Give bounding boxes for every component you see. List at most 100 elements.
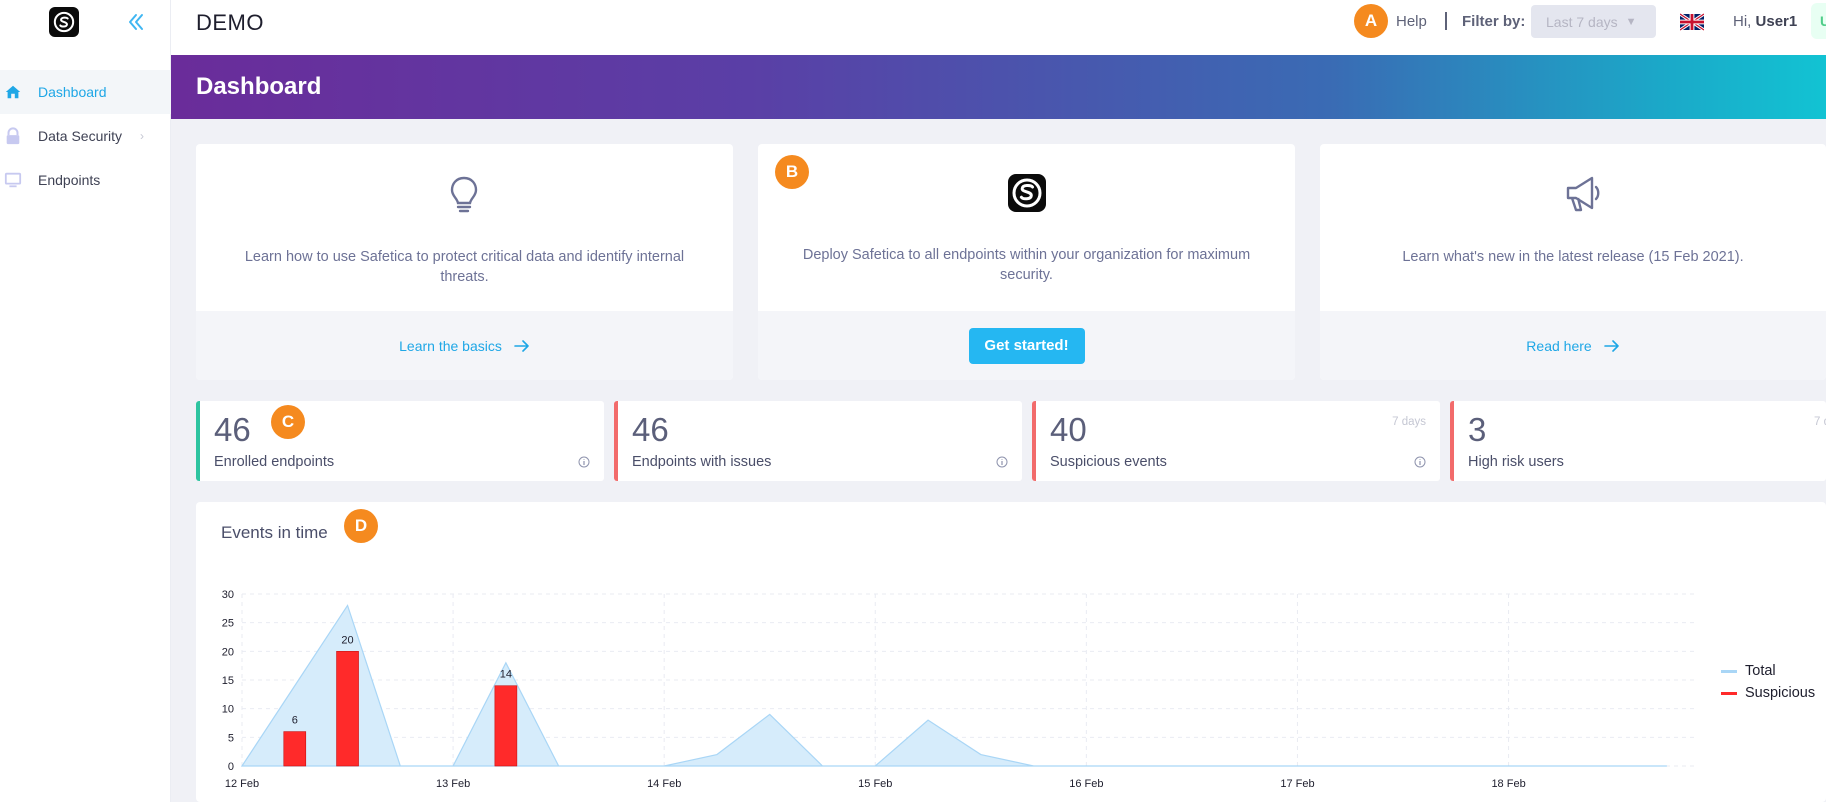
y-tick-label: 5 [228, 732, 234, 744]
card-body: Learn how to use Safetica to protect cri… [196, 144, 733, 311]
uk-flag-icon[interactable] [1679, 12, 1705, 32]
home-icon [4, 83, 22, 101]
total-area-series [240, 604, 1667, 767]
arrow-right-icon [514, 339, 529, 352]
stat-endpoints-with-issues[interactable]: 46 Endpoints with issues [614, 401, 1022, 481]
top-header: DEMO A Help Filter by: Last 7 days ▼ Hi,… [171, 0, 1826, 55]
legend-label: Total [1745, 663, 1776, 679]
stat-high-risk-users[interactable]: 7 d 3 High risk users [1450, 401, 1826, 481]
annotation-marker-b: B [775, 155, 809, 189]
learn-basics-card: Learn how to use Safetica to protect cri… [196, 144, 733, 380]
app-title: DEMO [196, 10, 264, 35]
x-tick-label: 14 Feb [647, 778, 681, 790]
stat-enrolled-endpoints[interactable]: 46 Enrolled endpoints C [196, 401, 604, 481]
monitor-icon [4, 171, 22, 189]
annotation-marker-a: A [1354, 4, 1388, 38]
chart-legend: Total Suspicious [1721, 660, 1815, 704]
info-icon[interactable] [578, 456, 590, 468]
stat-label: Endpoints with issues [632, 454, 772, 470]
sidebar-item-data-security[interactable]: Data Security › [0, 114, 171, 158]
legend-label: Suspicious [1745, 685, 1816, 701]
info-icon[interactable] [996, 456, 1008, 468]
x-tick-label: 15 Feb [858, 778, 892, 790]
chart-title: Events in time [221, 523, 328, 542]
card-footer: Get started! [758, 311, 1295, 380]
sidebar: Dashboard Data Security › Endpoints [0, 0, 171, 802]
x-tick-label: 12 Feb [225, 778, 259, 790]
bar-data-label: 6 [292, 715, 298, 727]
legend-swatch [1721, 669, 1737, 673]
stat-label: Enrolled endpoints [214, 454, 335, 470]
user-avatar[interactable]: U [1811, 3, 1826, 39]
stat-value: 46 [214, 411, 251, 448]
x-tick-label: 16 Feb [1069, 778, 1103, 790]
card-footer: Learn the basics [196, 311, 733, 380]
y-tick-label: 15 [222, 675, 234, 687]
bar-data-label: 20 [341, 634, 353, 646]
y-tick-label: 10 [222, 704, 234, 716]
x-tick-label: 18 Feb [1491, 778, 1525, 790]
get-started-button[interactable]: Get started! [968, 327, 1085, 364]
date-range-value: Last 7 days [1546, 13, 1618, 30]
y-tick-label: 20 [222, 646, 234, 658]
stat-label: High risk users [1468, 454, 1564, 470]
suspicious-bar [494, 685, 518, 767]
stat-label: Suspicious events [1050, 454, 1167, 470]
chevron-right-icon: › [140, 129, 144, 143]
safetica-logo-icon [1004, 170, 1050, 216]
read-here-link[interactable]: Read here [1526, 338, 1619, 354]
page-banner: Dashboard [171, 55, 1826, 119]
legend-item-suspicious[interactable]: Suspicious [1721, 682, 1815, 704]
stat-value: 3 [1468, 411, 1487, 448]
legend-item-total[interactable]: Total [1721, 660, 1815, 682]
page-title: Dashboard [196, 73, 322, 100]
annotation-marker-d: D [344, 509, 378, 543]
user-name: User1 [1755, 13, 1798, 30]
suspicious-bar [283, 731, 307, 767]
stat-accent-bar [1032, 401, 1036, 481]
suspicious-bar [336, 651, 359, 767]
chevron-down-icon: ▼ [1625, 15, 1637, 28]
sidebar-item-endpoints[interactable]: Endpoints [0, 158, 171, 202]
card-description: Learn what's new in the latest release (… [1402, 249, 1744, 265]
card-footer: Read here [1320, 311, 1826, 380]
stat-period: 7 d [1814, 416, 1826, 428]
sidebar-item-label: Dashboard [38, 84, 107, 100]
sidebar-item-label: Endpoints [38, 172, 101, 188]
y-tick-label: 25 [222, 618, 234, 630]
stat-accent-bar [196, 401, 200, 481]
card-description: Deploy Safetica to all endpoints within … [802, 247, 1251, 283]
learn-basics-label: Learn the basics [399, 337, 502, 354]
safetica-logo-icon[interactable] [49, 7, 79, 37]
collapse-sidebar-icon[interactable] [124, 10, 148, 34]
release-notes-card: Learn what's new in the latest release (… [1320, 144, 1826, 380]
filter-label: Filter by: [1462, 13, 1526, 30]
header-divider [1445, 12, 1447, 30]
info-icon[interactable] [1414, 456, 1426, 468]
sidebar-nav: Dashboard Data Security › Endpoints [0, 70, 171, 202]
events-chart: 0 5 10 15 20 25 30 12 Feb 13 Feb 14 Feb 15 Feb 16 F… [222, 589, 1698, 790]
stat-value: 46 [632, 411, 669, 448]
card-body: Deploy Safetica to all endpoints within … [758, 144, 1295, 311]
date-range-select[interactable]: Last 7 days ▼ [1531, 5, 1656, 38]
card-body: Learn what's new in the latest release (… [1320, 144, 1826, 311]
arrow-right-icon [1603, 339, 1619, 352]
x-tick-label: 13 Feb [436, 778, 470, 790]
sidebar-item-dashboard[interactable]: Dashboard [0, 70, 171, 114]
user-greeting[interactable]: Hi, User1 [1733, 13, 1797, 30]
learn-basics-link[interactable]: Learn the basics [399, 338, 530, 354]
deploy-card: B Deploy Safetica to all endpoints withi… [758, 144, 1295, 380]
bar-data-label: 14 [500, 669, 512, 681]
annotation-marker-c: C [271, 405, 305, 439]
sidebar-item-label: Data Security [38, 128, 123, 144]
stat-value: 40 [1050, 411, 1087, 448]
stat-suspicious-events[interactable]: 7 days 40 Suspicious events [1032, 401, 1440, 481]
card-description: Learn how to use Safetica to protect cri… [244, 249, 685, 285]
x-tick-label: 17 Feb [1280, 778, 1314, 790]
read-here-label: Read here [1526, 337, 1592, 354]
stat-period: 7 days [1392, 416, 1426, 428]
y-tick-label: 30 [222, 589, 234, 601]
help-link[interactable]: Help [1396, 13, 1427, 30]
lock-icon [4, 127, 22, 145]
